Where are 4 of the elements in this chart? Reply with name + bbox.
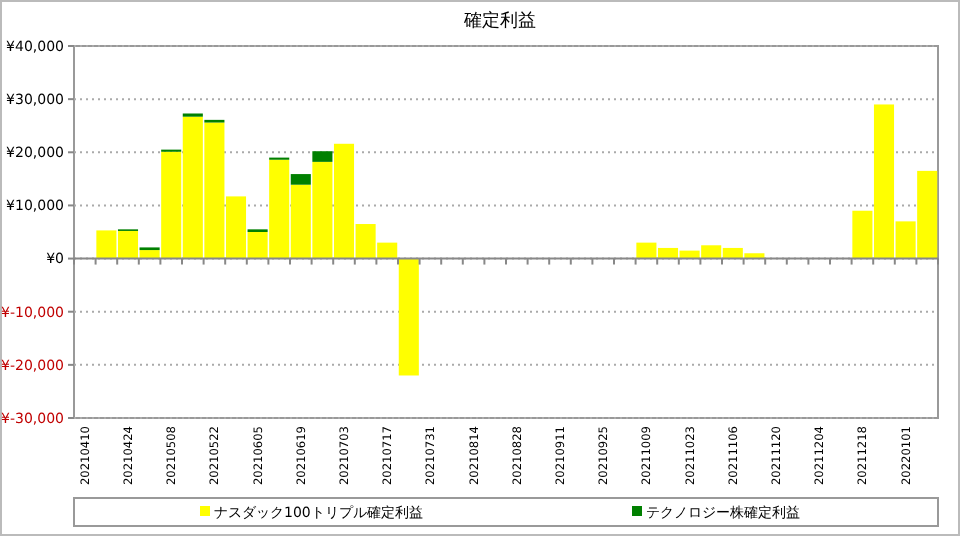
bar xyxy=(398,258,419,376)
bar xyxy=(312,151,333,162)
chart-title: 確定利益 xyxy=(462,10,536,32)
bar xyxy=(290,174,311,185)
